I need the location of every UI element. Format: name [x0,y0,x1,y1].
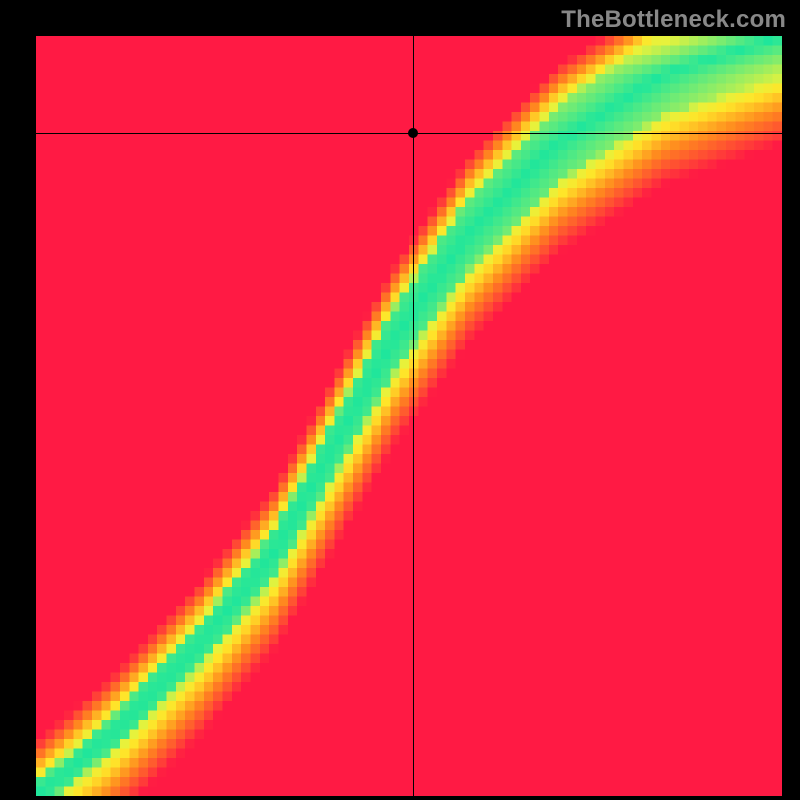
plot-area [36,36,782,796]
heatmap-svg [36,36,782,796]
watermark-text: TheBottleneck.com [561,6,786,34]
crosshair-marker-dot [408,128,418,138]
crosshair-vertical-line [413,36,414,796]
stage: TheBottleneck.com [0,0,800,800]
